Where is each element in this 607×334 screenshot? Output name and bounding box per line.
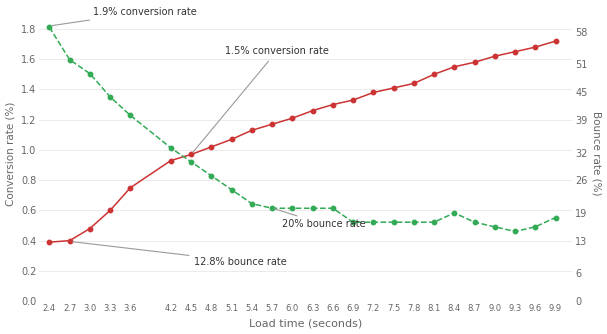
Text: 1.9% conversion rate: 1.9% conversion rate bbox=[52, 7, 197, 26]
X-axis label: Load time (seconds): Load time (seconds) bbox=[249, 318, 362, 328]
Text: 1.5% conversion rate: 1.5% conversion rate bbox=[193, 46, 329, 152]
Text: 12.8% bounce rate: 12.8% bounce rate bbox=[72, 242, 287, 267]
Y-axis label: Conversion rate (%): Conversion rate (%) bbox=[5, 102, 16, 206]
Y-axis label: Bounce rate (%): Bounce rate (%) bbox=[591, 112, 602, 196]
Text: 20% bounce rate: 20% bounce rate bbox=[275, 209, 366, 229]
